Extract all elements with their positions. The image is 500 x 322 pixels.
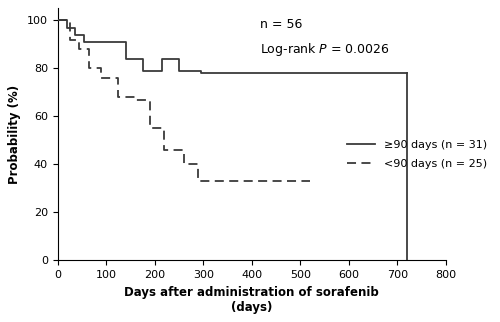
- Text: n = 56: n = 56: [260, 18, 302, 32]
- Legend: ≥90 days (n = 31), <90 days (n = 25): ≥90 days (n = 31), <90 days (n = 25): [343, 136, 492, 174]
- Y-axis label: Probability (%): Probability (%): [8, 85, 22, 184]
- X-axis label: Days after administration of sorafenib
(days): Days after administration of sorafenib (…: [124, 286, 379, 314]
- Text: Log-rank $P$ = 0.0026: Log-rank $P$ = 0.0026: [260, 41, 390, 58]
